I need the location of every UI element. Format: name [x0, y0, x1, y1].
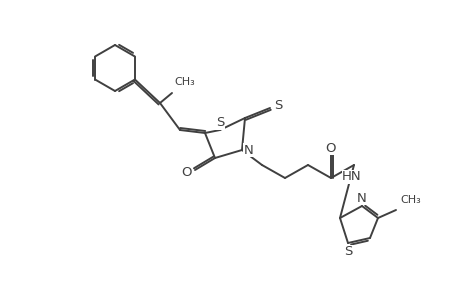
Text: CH₃: CH₃ — [174, 77, 194, 87]
Text: N: N — [356, 191, 366, 205]
Text: S: S — [273, 98, 281, 112]
Text: O: O — [181, 167, 192, 179]
Text: O: O — [325, 142, 336, 154]
Text: S: S — [215, 116, 224, 130]
Text: HN: HN — [341, 170, 361, 184]
Text: CH₃: CH₃ — [399, 195, 420, 205]
Text: S: S — [343, 245, 352, 259]
Text: N: N — [244, 143, 253, 157]
